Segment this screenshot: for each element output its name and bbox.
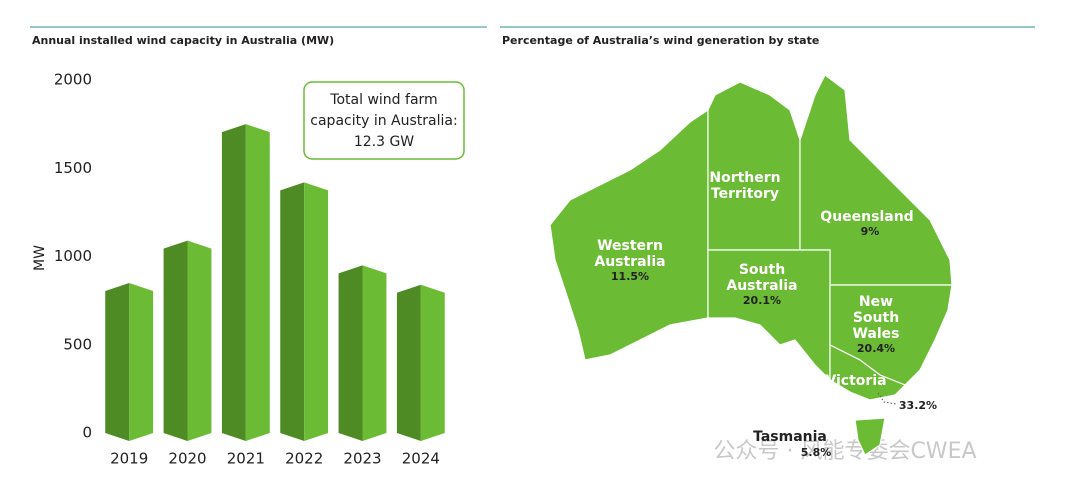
value-label: 20.1% (743, 294, 781, 307)
bar-left (105, 282, 130, 441)
x-tick-label: 2023 (343, 450, 381, 468)
state-name: Territory (711, 186, 779, 202)
value-label: 11.5% (611, 270, 649, 283)
y-tick-label: 2000 (54, 71, 92, 89)
state-name: New (859, 294, 893, 310)
state-name: Queensland (820, 209, 913, 225)
chart-title: Annual installed wind capacity in Austra… (32, 34, 334, 47)
bar-right (420, 284, 445, 441)
bar-right (129, 282, 154, 441)
state-name: South (739, 262, 785, 278)
y-tick-label: 500 (63, 335, 92, 353)
annotation: 12.3 GW (354, 134, 414, 150)
bar-left (163, 240, 188, 441)
x-tick-label: 2020 (168, 450, 206, 468)
value-label: 33.2% (899, 399, 937, 412)
state (829, 344, 907, 401)
bar-right (304, 182, 329, 441)
value-label: 20.4% (857, 342, 895, 355)
y-tick-label: 1500 (54, 159, 92, 177)
state-name: Australia (594, 254, 665, 270)
x-tick-label: 2021 (227, 450, 265, 468)
value-label: 9% (861, 225, 880, 238)
annotation: Total wind farm (329, 92, 437, 108)
bar-right (187, 240, 212, 441)
bar-right (245, 124, 270, 441)
annotation: capacity in Australia: (310, 113, 457, 129)
chart-title: Percentage of Australia’s wind generatio… (502, 34, 819, 47)
x-tick-label: 2019 (110, 450, 148, 468)
state-name: Wales (852, 326, 899, 342)
leader (877, 392, 897, 405)
bar-left (338, 265, 363, 441)
state-name: Tasmania (753, 429, 827, 445)
annotation-box (303, 81, 465, 160)
state-name: Australia (726, 278, 797, 294)
state (549, 108, 709, 361)
y-axis-label: MW (32, 245, 48, 271)
state-name: South (853, 310, 899, 326)
state (707, 81, 801, 251)
y-tick-label: 1000 (54, 247, 92, 265)
state-name: Victoria (825, 373, 886, 389)
watermark: 公众号 · 风能专委会CWEA (713, 439, 976, 464)
bar-left (221, 124, 246, 441)
value-label: 5.8% (801, 446, 832, 459)
x-tick-label: 2022 (285, 450, 323, 468)
state-name: Western (597, 238, 663, 254)
state (854, 417, 886, 456)
state-name: Northern (709, 170, 780, 186)
bar-left (280, 182, 305, 441)
x-tick-label: 2024 (402, 450, 440, 468)
bar-left (396, 284, 421, 441)
y-tick-label: 0 (82, 424, 92, 442)
bar-right (362, 265, 387, 441)
